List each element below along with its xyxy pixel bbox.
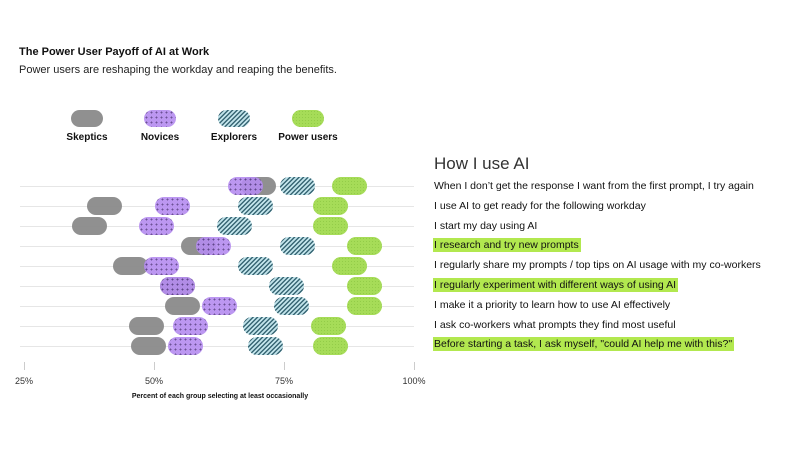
- legend: Skeptics Novices Explorers Power users: [0, 110, 420, 150]
- skeptics-swatch-icon: [71, 110, 103, 127]
- legend-item-explorers: Explorers: [194, 110, 274, 143]
- power-users-marker: [331, 257, 367, 275]
- legend-item-power-users: Power users: [268, 110, 348, 143]
- skeptics-marker: [87, 197, 123, 215]
- power-users-marker: [313, 197, 349, 215]
- statement-label: I use AI to get ready for the following …: [434, 199, 646, 212]
- explorers-marker: [279, 177, 315, 195]
- x-tick: [154, 362, 155, 370]
- novices-marker: [144, 257, 180, 275]
- novices-marker: [167, 337, 203, 355]
- explorers-marker: [248, 337, 284, 355]
- novices-marker: [139, 217, 175, 235]
- statement-label: Before starting a task, I ask myself, "c…: [433, 337, 735, 352]
- x-tick-label: 75%: [274, 376, 294, 386]
- novices-marker: [159, 277, 195, 295]
- legend-item-skeptics: Skeptics: [47, 110, 127, 143]
- legend-label: Explorers: [210, 132, 258, 143]
- novices-marker: [172, 317, 208, 335]
- row-gridline: [20, 326, 414, 327]
- chart-title: The Power User Payoff of AI at Work: [19, 46, 210, 58]
- plot-area: [0, 170, 420, 360]
- legend-label: Skeptics: [66, 132, 108, 143]
- novices-marker: [154, 197, 190, 215]
- statement-label: I start my day using AI: [434, 219, 538, 232]
- x-axis-label: Percent of each group selecting at least…: [131, 393, 309, 400]
- statement-label: I regularly experiment with different wa…: [433, 278, 679, 292]
- x-axis: 25% 50% 75% 100%: [0, 362, 430, 402]
- power-users-swatch-icon: [292, 110, 324, 127]
- explorers-marker: [217, 217, 253, 235]
- panel-title: How I use AI: [434, 154, 530, 173]
- legend-item-novices: Novices: [120, 110, 200, 143]
- explorers-marker: [243, 317, 279, 335]
- novices-marker: [196, 237, 232, 255]
- explorers-marker: [237, 257, 273, 275]
- row-gridline: [20, 186, 414, 187]
- statement-label: I regularly share my prompts / top tips …: [434, 259, 761, 272]
- row-gridline: [20, 286, 414, 287]
- statement-label: I ask co-workers what prompts they find …: [434, 318, 676, 331]
- skeptics-marker: [71, 217, 107, 235]
- row-gridline: [20, 226, 414, 227]
- explorers-marker: [279, 237, 315, 255]
- statement-label: I research and try new prompts: [433, 238, 581, 253]
- novices-marker: [201, 297, 237, 315]
- x-tick-label: 25%: [14, 376, 34, 386]
- power-users-marker: [310, 317, 346, 335]
- skeptics-marker: [128, 317, 164, 335]
- explorers-swatch-icon: [218, 110, 250, 127]
- x-tick: [284, 362, 285, 370]
- power-users-marker: [313, 337, 349, 355]
- x-tick-label: 100%: [402, 376, 426, 386]
- explorers-marker: [269, 277, 305, 295]
- skeptics-marker: [165, 297, 201, 315]
- x-tick: [414, 362, 415, 370]
- power-users-marker: [331, 177, 367, 195]
- novices-marker: [227, 177, 263, 195]
- power-users-marker: [347, 277, 383, 295]
- row-gridline: [20, 266, 414, 267]
- skeptics-marker: [131, 337, 167, 355]
- row-gridline: [20, 346, 414, 347]
- power-users-marker: [347, 297, 383, 315]
- statement-label: I make it a priority to learn how to use…: [434, 298, 671, 311]
- x-tick: [24, 362, 25, 370]
- x-tick-label: 50%: [144, 376, 164, 386]
- novices-swatch-icon: [144, 110, 176, 127]
- skeptics-marker: [113, 257, 149, 275]
- row-gridline: [20, 206, 414, 207]
- chart-subtitle: Power users are reshaping the workday an…: [19, 64, 337, 76]
- legend-label: Novices: [140, 132, 180, 143]
- explorers-marker: [274, 297, 310, 315]
- legend-label: Power users: [278, 132, 338, 143]
- explorers-marker: [237, 197, 273, 215]
- power-users-marker: [347, 237, 383, 255]
- statement-label: When I don’t get the response I want fro…: [434, 180, 754, 192]
- power-users-marker: [313, 217, 349, 235]
